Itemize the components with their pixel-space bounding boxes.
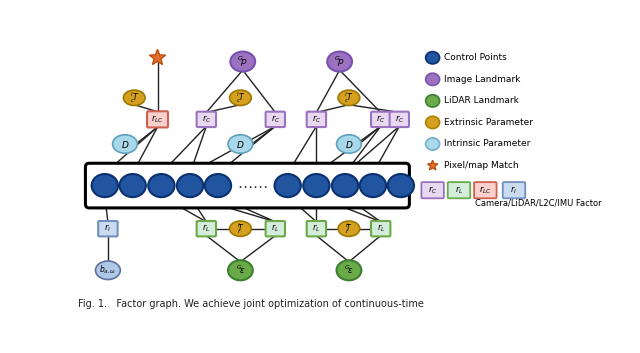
Text: $^l_i\!T$: $^l_i\!T$ bbox=[345, 221, 353, 236]
Ellipse shape bbox=[230, 90, 252, 106]
Ellipse shape bbox=[205, 174, 231, 197]
Text: $r_C$: $r_C$ bbox=[312, 114, 321, 125]
Text: $r_{LC}$: $r_{LC}$ bbox=[151, 114, 164, 125]
Text: $\cdots\cdots$: $\cdots\cdots$ bbox=[237, 178, 268, 193]
Ellipse shape bbox=[95, 261, 120, 280]
Text: Extrinsic Parameter: Extrinsic Parameter bbox=[444, 118, 533, 127]
Ellipse shape bbox=[120, 174, 146, 197]
Ellipse shape bbox=[337, 260, 362, 280]
FancyBboxPatch shape bbox=[266, 112, 285, 127]
FancyBboxPatch shape bbox=[147, 111, 168, 127]
Text: $^l_c\!T$: $^l_c\!T$ bbox=[344, 90, 353, 105]
Text: $^l_c\!T$: $^l_c\!T$ bbox=[130, 90, 139, 105]
FancyBboxPatch shape bbox=[371, 221, 390, 237]
Text: $r_C$: $r_C$ bbox=[271, 114, 280, 125]
Text: $r_L$: $r_L$ bbox=[455, 185, 463, 196]
Text: $r_C$: $r_C$ bbox=[376, 114, 385, 125]
Ellipse shape bbox=[230, 52, 255, 72]
Text: $^G\!\varepsilon$: $^G\!\varepsilon$ bbox=[344, 264, 354, 276]
FancyBboxPatch shape bbox=[196, 221, 216, 237]
Ellipse shape bbox=[148, 174, 175, 197]
Text: $r_C$: $r_C$ bbox=[394, 114, 404, 125]
Text: $^G\!p$: $^G\!p$ bbox=[334, 54, 345, 69]
FancyBboxPatch shape bbox=[307, 221, 326, 237]
FancyBboxPatch shape bbox=[307, 112, 326, 127]
Text: $D$: $D$ bbox=[345, 138, 353, 150]
Text: Fig. 1.   Factor graph. We achieve joint optimization of continuous-time: Fig. 1. Factor graph. We achieve joint o… bbox=[77, 299, 424, 309]
Text: Control Points: Control Points bbox=[444, 53, 507, 62]
Ellipse shape bbox=[338, 90, 360, 106]
Ellipse shape bbox=[426, 52, 440, 64]
Text: Image Landmark: Image Landmark bbox=[444, 75, 520, 84]
Ellipse shape bbox=[388, 174, 414, 197]
Ellipse shape bbox=[426, 138, 440, 150]
Ellipse shape bbox=[337, 135, 362, 153]
Text: LiDAR Landmark: LiDAR Landmark bbox=[444, 96, 519, 106]
Ellipse shape bbox=[228, 135, 253, 153]
FancyBboxPatch shape bbox=[390, 112, 409, 127]
Text: $^G\!p$: $^G\!p$ bbox=[237, 54, 248, 69]
Ellipse shape bbox=[426, 116, 440, 128]
Ellipse shape bbox=[426, 73, 440, 85]
Text: $r_C$: $r_C$ bbox=[202, 114, 211, 125]
Polygon shape bbox=[428, 160, 438, 170]
Text: $r_I$: $r_I$ bbox=[104, 223, 111, 234]
Ellipse shape bbox=[338, 221, 360, 237]
Text: $^G\!\varepsilon$: $^G\!\varepsilon$ bbox=[236, 264, 245, 276]
Text: $D$: $D$ bbox=[236, 138, 244, 150]
Ellipse shape bbox=[426, 95, 440, 107]
Ellipse shape bbox=[124, 90, 145, 106]
Ellipse shape bbox=[303, 174, 330, 197]
FancyBboxPatch shape bbox=[503, 182, 525, 198]
Ellipse shape bbox=[230, 221, 252, 237]
Ellipse shape bbox=[177, 174, 204, 197]
Text: $r_I$: $r_I$ bbox=[511, 185, 518, 196]
Ellipse shape bbox=[275, 174, 301, 197]
Text: $^l_c\!T$: $^l_c\!T$ bbox=[236, 90, 245, 105]
Ellipse shape bbox=[327, 52, 352, 72]
FancyBboxPatch shape bbox=[371, 112, 390, 127]
Ellipse shape bbox=[113, 135, 138, 153]
Ellipse shape bbox=[92, 174, 118, 197]
Text: $D$: $D$ bbox=[121, 138, 129, 150]
Text: $r_{LC}$: $r_{LC}$ bbox=[479, 185, 492, 196]
Text: Pixel/map Match: Pixel/map Match bbox=[444, 161, 519, 170]
FancyBboxPatch shape bbox=[421, 182, 444, 198]
FancyBboxPatch shape bbox=[85, 163, 410, 208]
Ellipse shape bbox=[332, 174, 358, 197]
FancyBboxPatch shape bbox=[266, 221, 285, 237]
FancyBboxPatch shape bbox=[98, 221, 118, 237]
Text: $r_L$: $r_L$ bbox=[312, 223, 321, 234]
FancyBboxPatch shape bbox=[474, 182, 497, 198]
Text: $r_L$: $r_L$ bbox=[376, 223, 385, 234]
Polygon shape bbox=[149, 49, 166, 65]
Text: $r_C$: $r_C$ bbox=[428, 185, 437, 196]
Ellipse shape bbox=[360, 174, 386, 197]
Text: $^l_i\!T$: $^l_i\!T$ bbox=[237, 221, 244, 236]
FancyBboxPatch shape bbox=[448, 182, 470, 198]
Text: $r_L$: $r_L$ bbox=[202, 223, 211, 234]
FancyBboxPatch shape bbox=[196, 112, 216, 127]
Text: $b_{a,\omega}$: $b_{a,\omega}$ bbox=[99, 264, 116, 276]
Text: Camera/LiDAR/L2C/IMU Factor: Camera/LiDAR/L2C/IMU Factor bbox=[476, 198, 602, 207]
Text: $r_L$: $r_L$ bbox=[271, 223, 280, 234]
Ellipse shape bbox=[228, 260, 253, 280]
Text: Intrinsic Parameter: Intrinsic Parameter bbox=[444, 139, 531, 149]
